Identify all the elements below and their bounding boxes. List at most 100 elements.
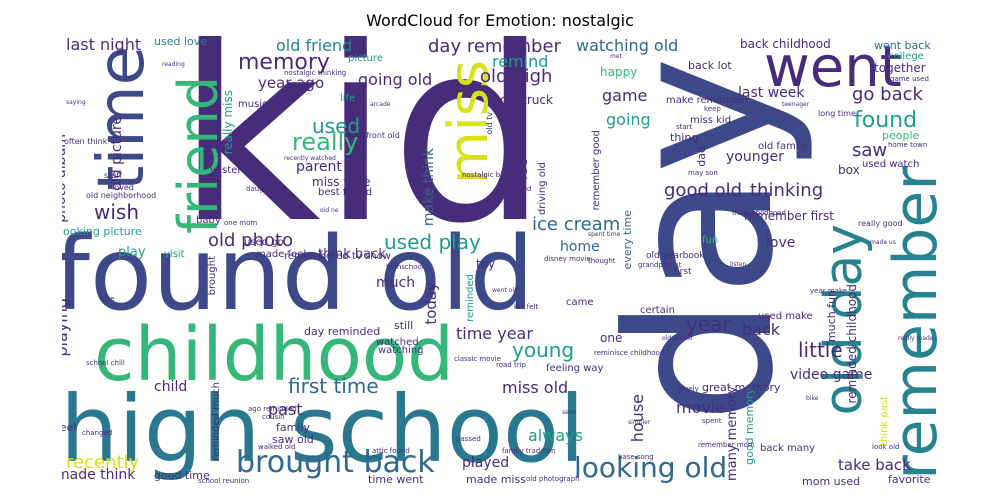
word: nice [100,295,115,303]
word: friend [167,76,230,234]
word: remind [492,52,549,71]
word: keep [704,105,721,113]
word: together [874,61,926,75]
word: home town [888,141,928,149]
word: found [854,108,918,133]
word: people [882,129,920,142]
word: made us [870,239,896,246]
word: time went [368,473,424,486]
word: still [394,319,414,332]
word: picture [348,53,383,64]
word: family tradition [502,447,556,455]
word: music [238,99,268,110]
word: remember good [591,130,602,211]
word: walked old [258,443,296,451]
word: school reunion [198,477,250,485]
word: passed [456,435,481,443]
word: school chill [86,359,125,367]
word: reminded childhood [845,284,859,404]
word: attic found [372,447,410,455]
word: remember [881,166,951,480]
word: make remember [666,95,749,106]
word: take back [838,456,911,474]
word: little [798,338,843,362]
word: wish [94,200,140,224]
word: remember mom [698,441,755,449]
word: used make [758,311,813,322]
word: saw old [272,433,314,446]
word: highschool [386,263,424,271]
word: watching old [576,36,679,55]
word: love [766,235,796,251]
word: recently [66,452,140,473]
word: remember first [744,209,835,223]
word: photo album [62,134,69,223]
word: old tv [485,112,494,135]
word: good old [664,180,743,201]
word: yesterday [210,165,260,176]
word: play [118,245,146,260]
word: time year [456,324,533,343]
word: think childhood [732,209,786,217]
word: start [676,123,693,131]
word: miss old [502,378,569,397]
word: reminded [465,274,476,322]
word: cousin [262,413,285,421]
word: favorite [888,473,931,486]
word: back childhood [740,37,831,51]
word: went back [874,39,931,52]
word: baby [196,215,221,226]
word: went [764,36,902,100]
word: video game [790,367,873,383]
word: spent time [588,231,621,238]
word: may son [688,169,718,177]
word: make think [421,148,437,227]
word: high school [62,376,585,483]
word: ago reminded [248,405,297,413]
word: playing [62,298,71,357]
word: listen [730,261,747,268]
word: visit [164,249,185,260]
word: year [686,312,731,336]
word: used love [154,36,208,48]
word: ice cream [532,214,621,235]
word: much fun [825,290,838,343]
word: child [154,379,188,395]
word: home [560,239,600,255]
word: old photograph [526,475,580,483]
word: grandparent [638,261,682,269]
word: old yearbook [646,251,705,261]
word: parent [296,159,342,175]
word: last week [738,85,805,101]
word: mom used [802,475,861,486]
word: going old [358,70,433,89]
word: today [422,282,440,325]
word: thing [670,131,699,144]
word: arcade [370,101,391,108]
word: old friend [276,36,353,55]
word: one [600,331,623,345]
word: certain [640,305,675,316]
word: watched [376,337,419,348]
word: old photo [208,230,294,251]
word: always [528,426,583,445]
word: memory [238,50,330,75]
word: college [888,51,924,62]
word: look old [872,443,900,451]
word: came [566,297,594,308]
word: went old [492,287,518,294]
word: dad [695,146,708,167]
word: brought [207,256,218,296]
word: back lot [688,59,732,72]
word: reminded much [211,382,222,461]
word: miss kid [690,115,732,126]
word: kid [176,36,549,278]
word: looking picture [62,225,142,238]
word: really miss [221,90,235,155]
word: used play [384,230,481,254]
word: watching [378,345,424,356]
word: game used [890,75,929,83]
word: fun [702,235,719,246]
word: good time [154,469,210,482]
word: met [610,53,622,60]
